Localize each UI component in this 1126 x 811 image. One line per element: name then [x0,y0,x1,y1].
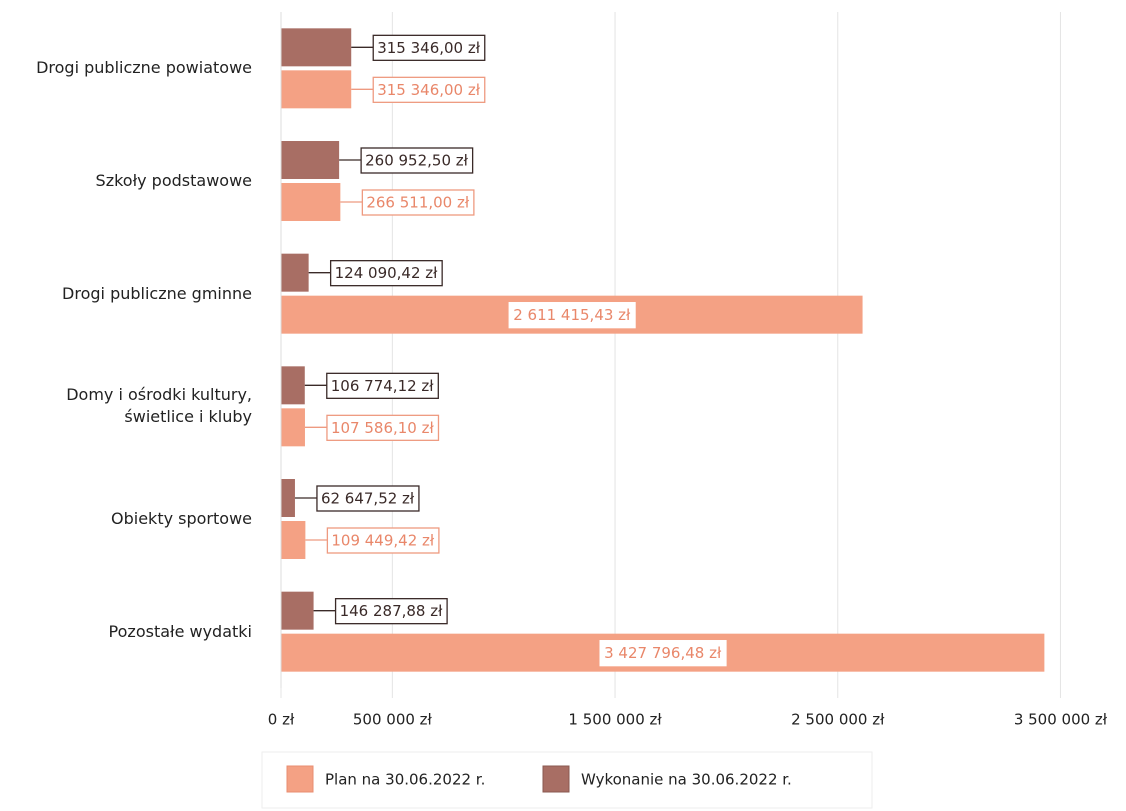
data-label: 62 647,52 zł [321,490,415,508]
legend-label: Plan na 30.06.2022 r. [325,771,485,789]
y-tick-label: Szkoły podstawowe [95,171,252,190]
data-label-box [372,34,486,61]
y-tick-label: Drogi publiczne gminne [62,283,252,303]
bar [281,28,352,67]
legend-label: Wykonanie na 30.06.2022 r. [581,771,792,789]
bar [281,70,352,109]
y-tick-label: Pozostałe wydatki [108,621,252,641]
data-label-box [326,414,440,441]
data-label: 315 346,00 zł [377,39,481,57]
data-label: 124 090,42 zł [335,264,439,282]
x-tick-label: 1 500 000 zł [568,711,662,729]
bar [281,141,340,179]
data-label-box [508,302,636,329]
data-label: 260 952,50 zł [365,152,469,170]
bar [281,253,309,292]
bar [281,408,305,447]
y-tick-label: Drogi publiczne powiatowe [36,58,252,78]
data-label: 146 287,88 zł [340,602,444,620]
y-tick-label: Domy i ośrodki kultury, świetlice i klub… [66,385,252,427]
x-tick-label: 500 000 zł [353,711,433,729]
data-label: 107 586,10 zł [331,419,435,437]
bar [281,591,314,630]
legend-swatch [286,765,314,793]
bar [281,479,295,517]
data-label-box [360,147,474,174]
legend-frame [261,751,873,809]
data-label: 106 774,12 zł [331,377,435,395]
legend-swatch [542,765,570,793]
data-label: 2 611 415,43 zł [513,306,631,324]
x-tick-label: 3 500 000 zł [1014,711,1108,729]
x-tick-label: 2 500 000 zł [791,711,885,729]
bar [281,521,306,559]
data-label-box [599,640,727,667]
data-label-box [329,260,443,287]
data-label-box [326,527,440,554]
data-label-box [361,189,475,216]
data-label-box [326,372,439,399]
data-label-box [334,598,448,625]
data-label-box [372,76,486,103]
bar [281,366,305,405]
data-label: 3 427 796,48 zł [604,644,722,662]
bar [281,183,341,221]
y-tick-label: Obiekty sportowe [111,509,252,528]
data-label: 315 346,00 zł [377,81,481,99]
data-label-box [316,485,420,512]
data-label: 109 449,42 zł [331,532,435,550]
x-tick-label: 0 zł [268,711,295,729]
data-label: 266 511,00 zł [366,194,470,212]
